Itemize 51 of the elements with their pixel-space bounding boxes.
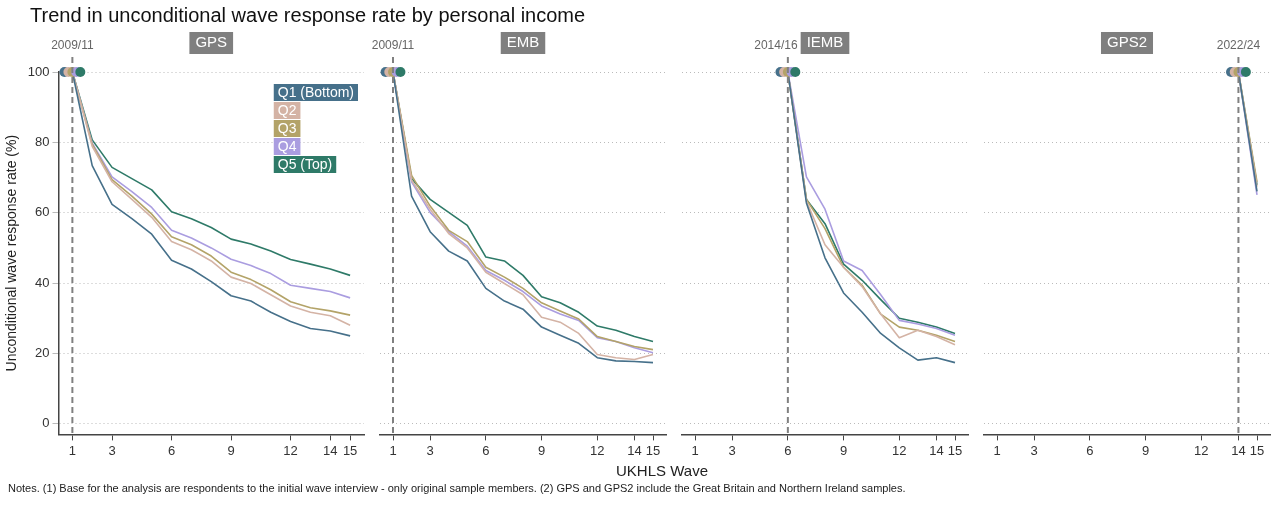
x-tick-label: 14 [627, 442, 642, 458]
text: Trend in unconditional wave response rate by personal income [30, 4, 586, 26]
x-tick-label: 3 [1030, 442, 1038, 458]
text: Notes. (1) Base for the analysis are respondents to the initial wave interview - only original sample members. (2) GPS and GPS2 include the Great Britain and Northern Ireland samples. [7, 482, 907, 494]
x-tick-label: 15 [947, 442, 963, 458]
x-tick-label: 6 [784, 442, 792, 458]
text: Q2 [277, 101, 297, 118]
x-tick-label: 14 [1231, 442, 1246, 458]
x-tick-label: 12 [1194, 442, 1209, 458]
x-tick-label: 15 [1249, 442, 1265, 458]
x-tick-label: 3 [108, 442, 116, 458]
x-tick-label: 9 [1141, 442, 1150, 458]
y-axis-title: Unconditional wave response rate (%) [3, 134, 20, 372]
chart-title: EMB [506, 33, 540, 51]
x-tick-label: 3 [728, 442, 736, 458]
x-tick-label: 12 [283, 442, 298, 458]
x-tick-label: 1 [993, 442, 1001, 458]
text: 2022/24 [1216, 38, 1261, 53]
text: UKHLS Wave [615, 462, 709, 479]
chart-title: GPS [195, 33, 228, 51]
y-tick-label: 40 [35, 274, 50, 290]
x-tick-label: 3 [426, 442, 434, 458]
y-tick-label: 80 [35, 133, 50, 149]
text: 2014/16 [754, 38, 798, 53]
y-tick-label: 60 [35, 204, 50, 220]
x-tick-label: 14 [929, 442, 944, 458]
y-tick-label: 20 [35, 345, 50, 361]
chart-title: IEMB [806, 33, 844, 51]
x-tick-label: 6 [167, 442, 176, 458]
y-tick-label: 100 [27, 63, 50, 79]
x-tick-label: 6 [1086, 442, 1094, 458]
text: Q5 (Top) [277, 155, 333, 172]
x-tick-label: 12 [590, 442, 605, 458]
x-tick-label: 1 [68, 442, 76, 458]
x-tick-label: 1 [691, 442, 699, 458]
text: Q4 [277, 137, 297, 154]
text: 2009/11 [51, 38, 94, 53]
x-tick-label: 9 [537, 442, 546, 458]
text: Q3 [277, 119, 297, 136]
x-tick-label: 6 [482, 442, 490, 458]
y-tick-label: 0 [42, 415, 50, 431]
x-tick-label: 9 [227, 442, 235, 458]
x-tick-label: 14 [323, 442, 338, 458]
text: 2009/11 [371, 38, 415, 53]
x-tick-label: 15 [342, 442, 358, 458]
chart-title: GPS2 [1106, 33, 1148, 51]
x-tick-label: 12 [892, 442, 907, 458]
x-tick-label: 9 [839, 442, 848, 458]
x-tick-label: 1 [389, 442, 397, 458]
text: Q1 (Bottom) [277, 83, 355, 100]
x-tick-label: 15 [645, 442, 661, 458]
